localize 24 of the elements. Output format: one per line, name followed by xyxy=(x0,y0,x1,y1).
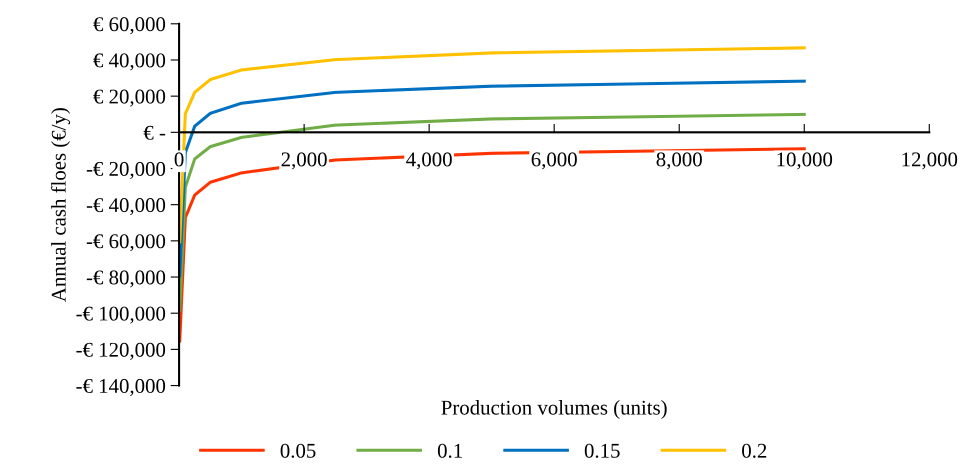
y-tick-label: -€ 80,000 xyxy=(86,270,166,288)
y-tick-label: -€ 20,000 xyxy=(86,162,166,179)
y-tick-label: € - xyxy=(144,126,166,140)
x-tick-label: 12,000 xyxy=(902,152,958,170)
y-tick-label: -€ 120,000 xyxy=(76,342,166,360)
y-tick-label: -€ 100,000 xyxy=(76,306,166,324)
x-tick-label: 4,000 xyxy=(406,152,452,170)
y-tick-label: -€ 40,000 xyxy=(86,198,166,216)
x-tick-label: 6,000 xyxy=(532,152,577,170)
y-tick-label: -€ 140,000 xyxy=(76,378,166,396)
x-tick-label: 2,000 xyxy=(282,152,327,170)
x-tick-label: 0 xyxy=(174,152,184,166)
x-tick-label: 8,000 xyxy=(656,152,702,170)
y-axis-title: Annual cash floes (€/y) xyxy=(50,108,70,302)
y-tick-label: € 60,000 xyxy=(93,17,166,34)
x-axis-title: Production volumes (units) xyxy=(441,400,667,419)
y-tick-label: € 20,000 xyxy=(93,90,166,107)
y-tick-label: € 40,000 xyxy=(93,53,166,70)
legend-label: 0.05 xyxy=(280,444,316,458)
legend-label: 0.1 xyxy=(438,444,462,458)
legend-label: 0.15 xyxy=(584,444,620,458)
y-tick-label: -€ 60,000 xyxy=(86,234,166,252)
x-tick-label: 10,000 xyxy=(777,152,832,170)
legend-label: 0.2 xyxy=(742,444,766,458)
